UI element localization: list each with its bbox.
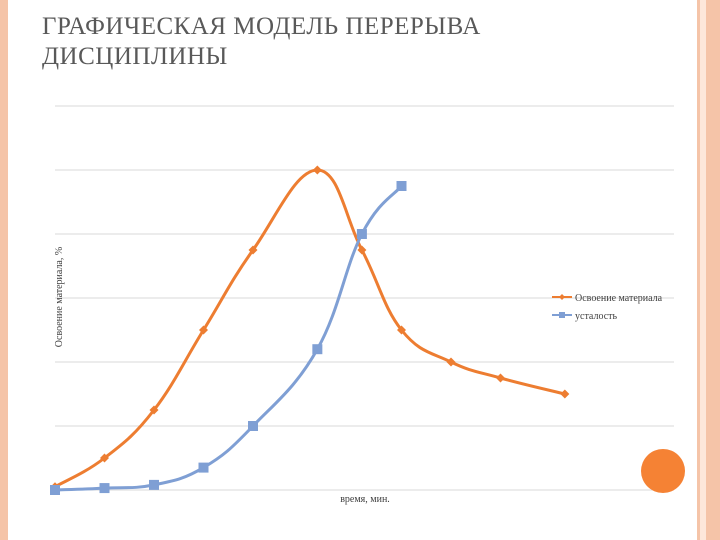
legend-label: усталость: [575, 311, 618, 322]
slide-frame-left: [0, 0, 8, 540]
series-fatigue: [50, 181, 407, 495]
data-point: [356, 229, 367, 239]
series-line: [54, 185, 403, 492]
legend-marker: [559, 294, 565, 300]
data-point: [560, 389, 570, 399]
data-point: [199, 325, 208, 335]
slide-title-line2: ДИСЦИПЛИНЫ: [42, 43, 228, 70]
data-point: [446, 357, 456, 367]
x-axis-label: время, мин.: [340, 494, 390, 505]
series-mastery: [50, 165, 570, 492]
legend-label: Освоение материала: [575, 293, 663, 304]
data-point: [100, 453, 109, 463]
series-line: [54, 168, 566, 489]
data-point: [50, 485, 60, 495]
data-point: [312, 344, 323, 355]
data-point: [496, 373, 505, 383]
data-point: [312, 165, 322, 175]
decorative-circle: [641, 449, 685, 493]
chart-series: [50, 165, 570, 495]
chart-legend: Освоение материала усталость: [552, 293, 663, 322]
data-point: [248, 421, 258, 431]
data-point: [149, 479, 159, 490]
data-point: [396, 181, 407, 191]
data-point: [357, 245, 367, 255]
data-point: [198, 462, 209, 473]
data-point: [248, 245, 258, 255]
slide-title-line1: ГРАФИЧЕСКАЯ МОДЕЛЬ ПЕРЕРЫВА: [42, 13, 481, 40]
legend-item: усталость: [552, 311, 618, 322]
y-axis-label: Освоение материала, %: [54, 247, 65, 347]
legend-item: Освоение материала: [552, 293, 663, 304]
data-point: [99, 483, 110, 494]
slide-frame-right-stripe: [700, 0, 706, 540]
data-point: [149, 405, 159, 415]
slide-title: ГРАФИЧЕСКАЯ МОДЕЛЬ ПЕРЕРЫВА ДИСЦИПЛИНЫ: [42, 12, 682, 72]
legend-marker: [559, 312, 565, 318]
data-point: [397, 325, 406, 335]
